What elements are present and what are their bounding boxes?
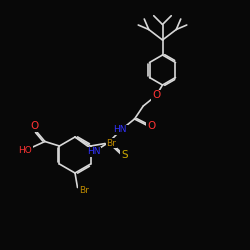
Text: Br: Br [106,138,116,147]
Text: S: S [121,150,128,160]
Text: HN: HN [87,147,100,156]
Text: HO: HO [18,146,32,155]
Text: O: O [30,121,38,131]
Text: Br: Br [79,186,89,195]
Text: O: O [152,90,160,101]
Text: HN: HN [114,126,127,134]
Text: O: O [147,121,156,131]
